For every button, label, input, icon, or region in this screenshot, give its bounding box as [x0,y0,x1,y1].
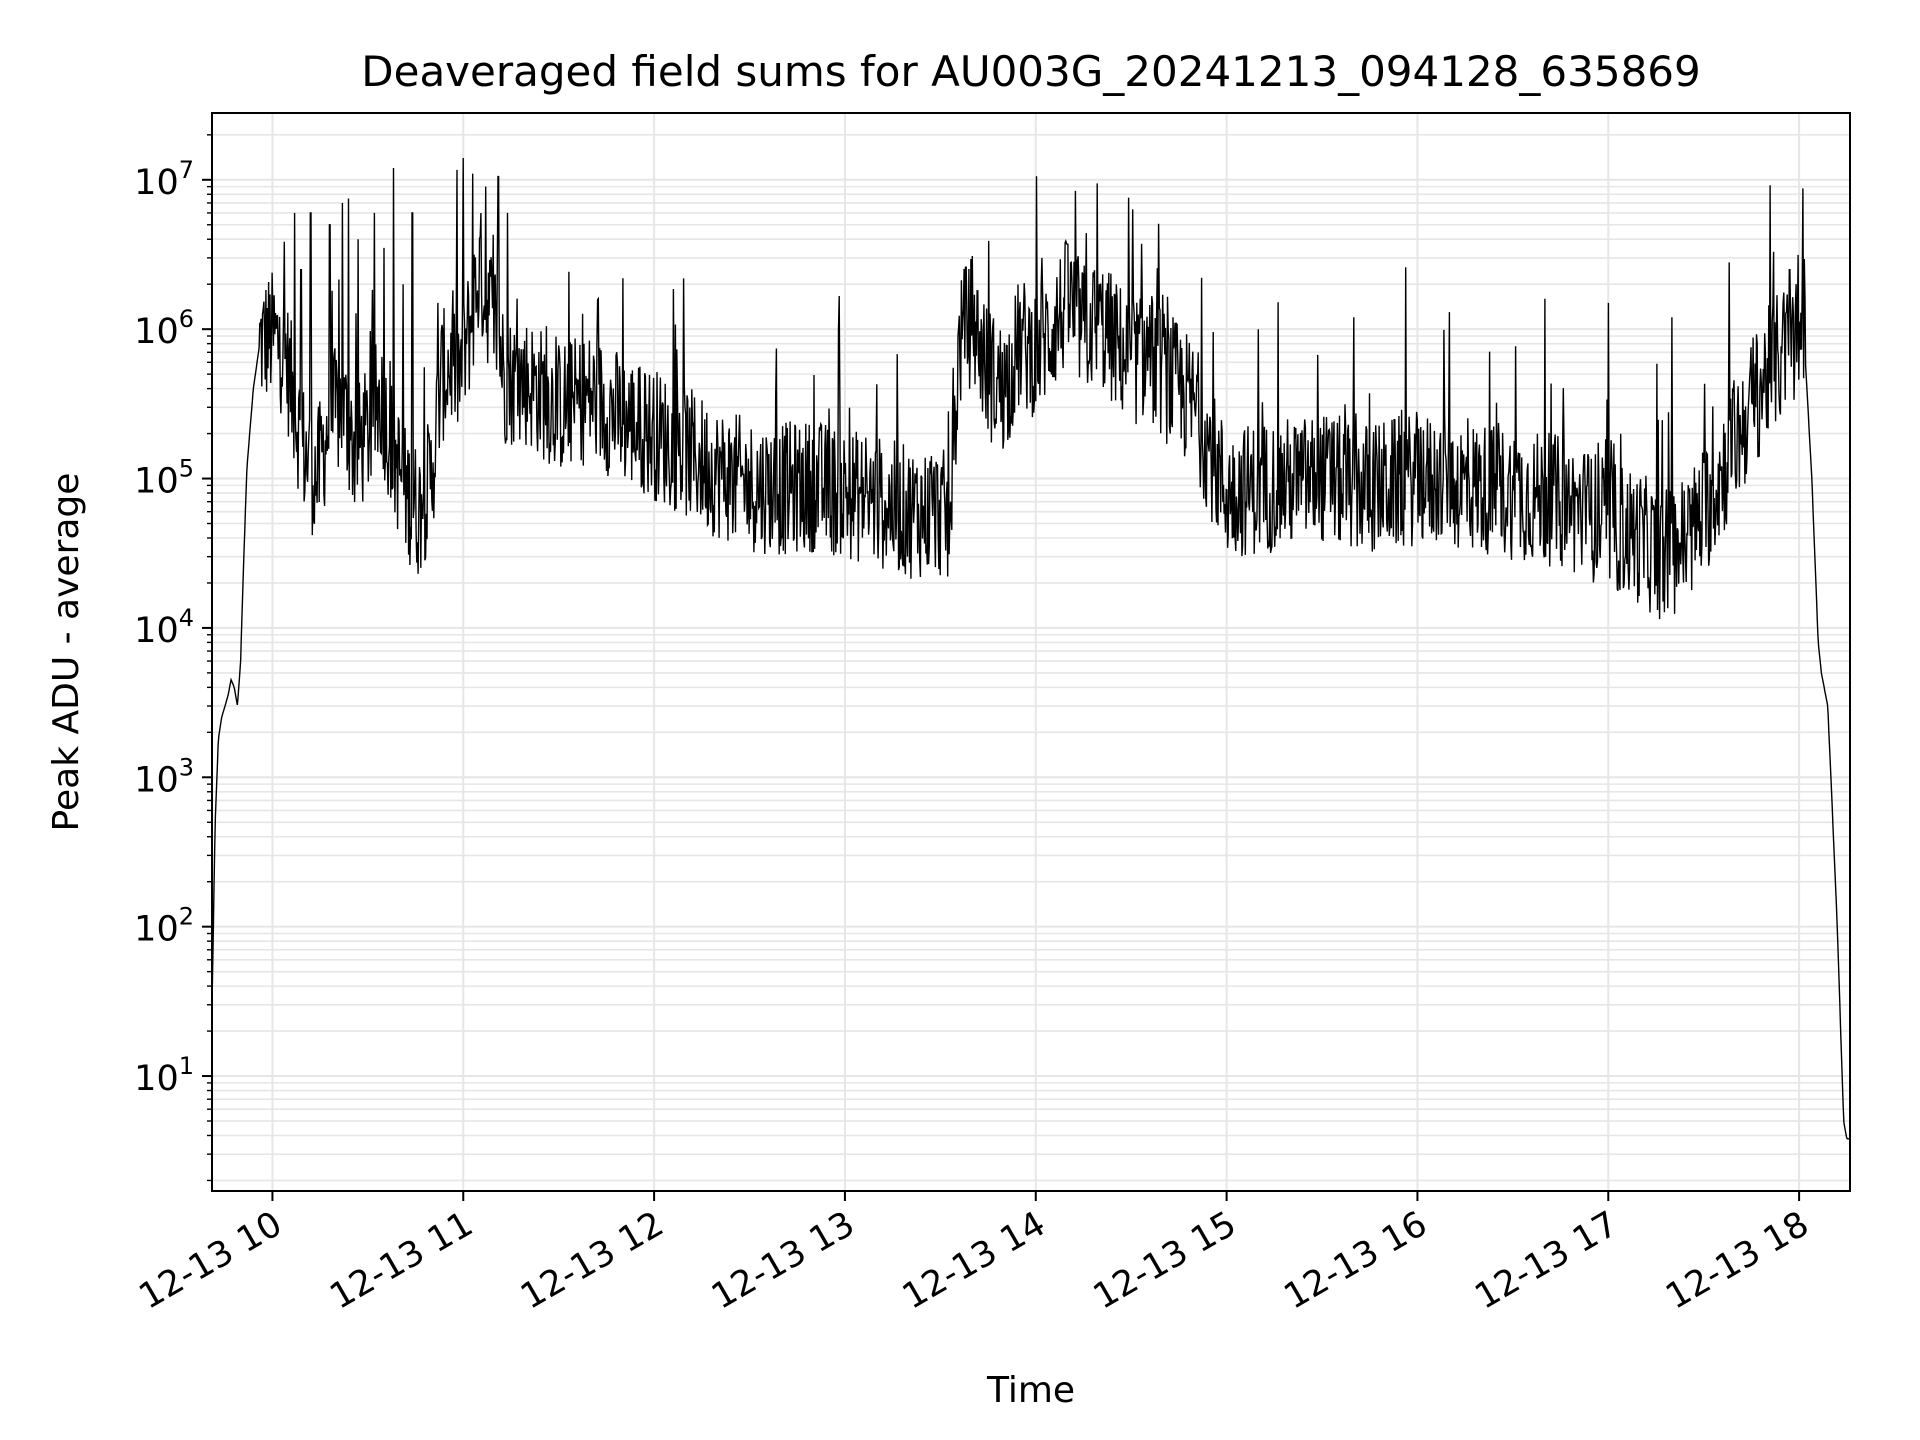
x-axis: 12-13 10 12-13 11 12-13 12 12-13 13 12-13 14… [133,1191,1816,1317]
x-tick-label: 12-13 15 [1087,1204,1243,1317]
x-axis-label: Time [986,1370,1075,1411]
y-tick-label: 106 [134,305,194,352]
chart-title: Deaveraged field sums for AU003G_2024121… [361,47,1700,96]
plot-frame [211,112,1851,1192]
y-axis: 101 102 103 104 105 106 107 [134,134,212,1182]
x-tick-label: 12-13 14 [896,1204,1052,1317]
x-tick-label: 12-13 10 [133,1204,289,1317]
y-axis-label: Peak ADU - average [46,473,87,832]
x-tick-label: 12-13 13 [705,1204,861,1317]
x-tick-label: 12-13 18 [1659,1204,1815,1317]
x-tick-label: 12-13 17 [1468,1204,1624,1317]
y-tick-label: 102 [134,903,194,950]
x-tick-label: 12-13 16 [1278,1204,1434,1317]
x-tick-label: 12-13 12 [514,1204,670,1317]
y-tick-label: 104 [134,604,194,651]
y-tick-label: 103 [134,753,194,800]
series-line [211,157,1850,1140]
x-tick-label: 12-13 11 [323,1204,479,1317]
y-tick-label: 105 [134,455,194,502]
y-tick-label: 101 [134,1052,194,1099]
series-path [211,157,1850,1140]
y-tick-label: 107 [134,156,194,203]
